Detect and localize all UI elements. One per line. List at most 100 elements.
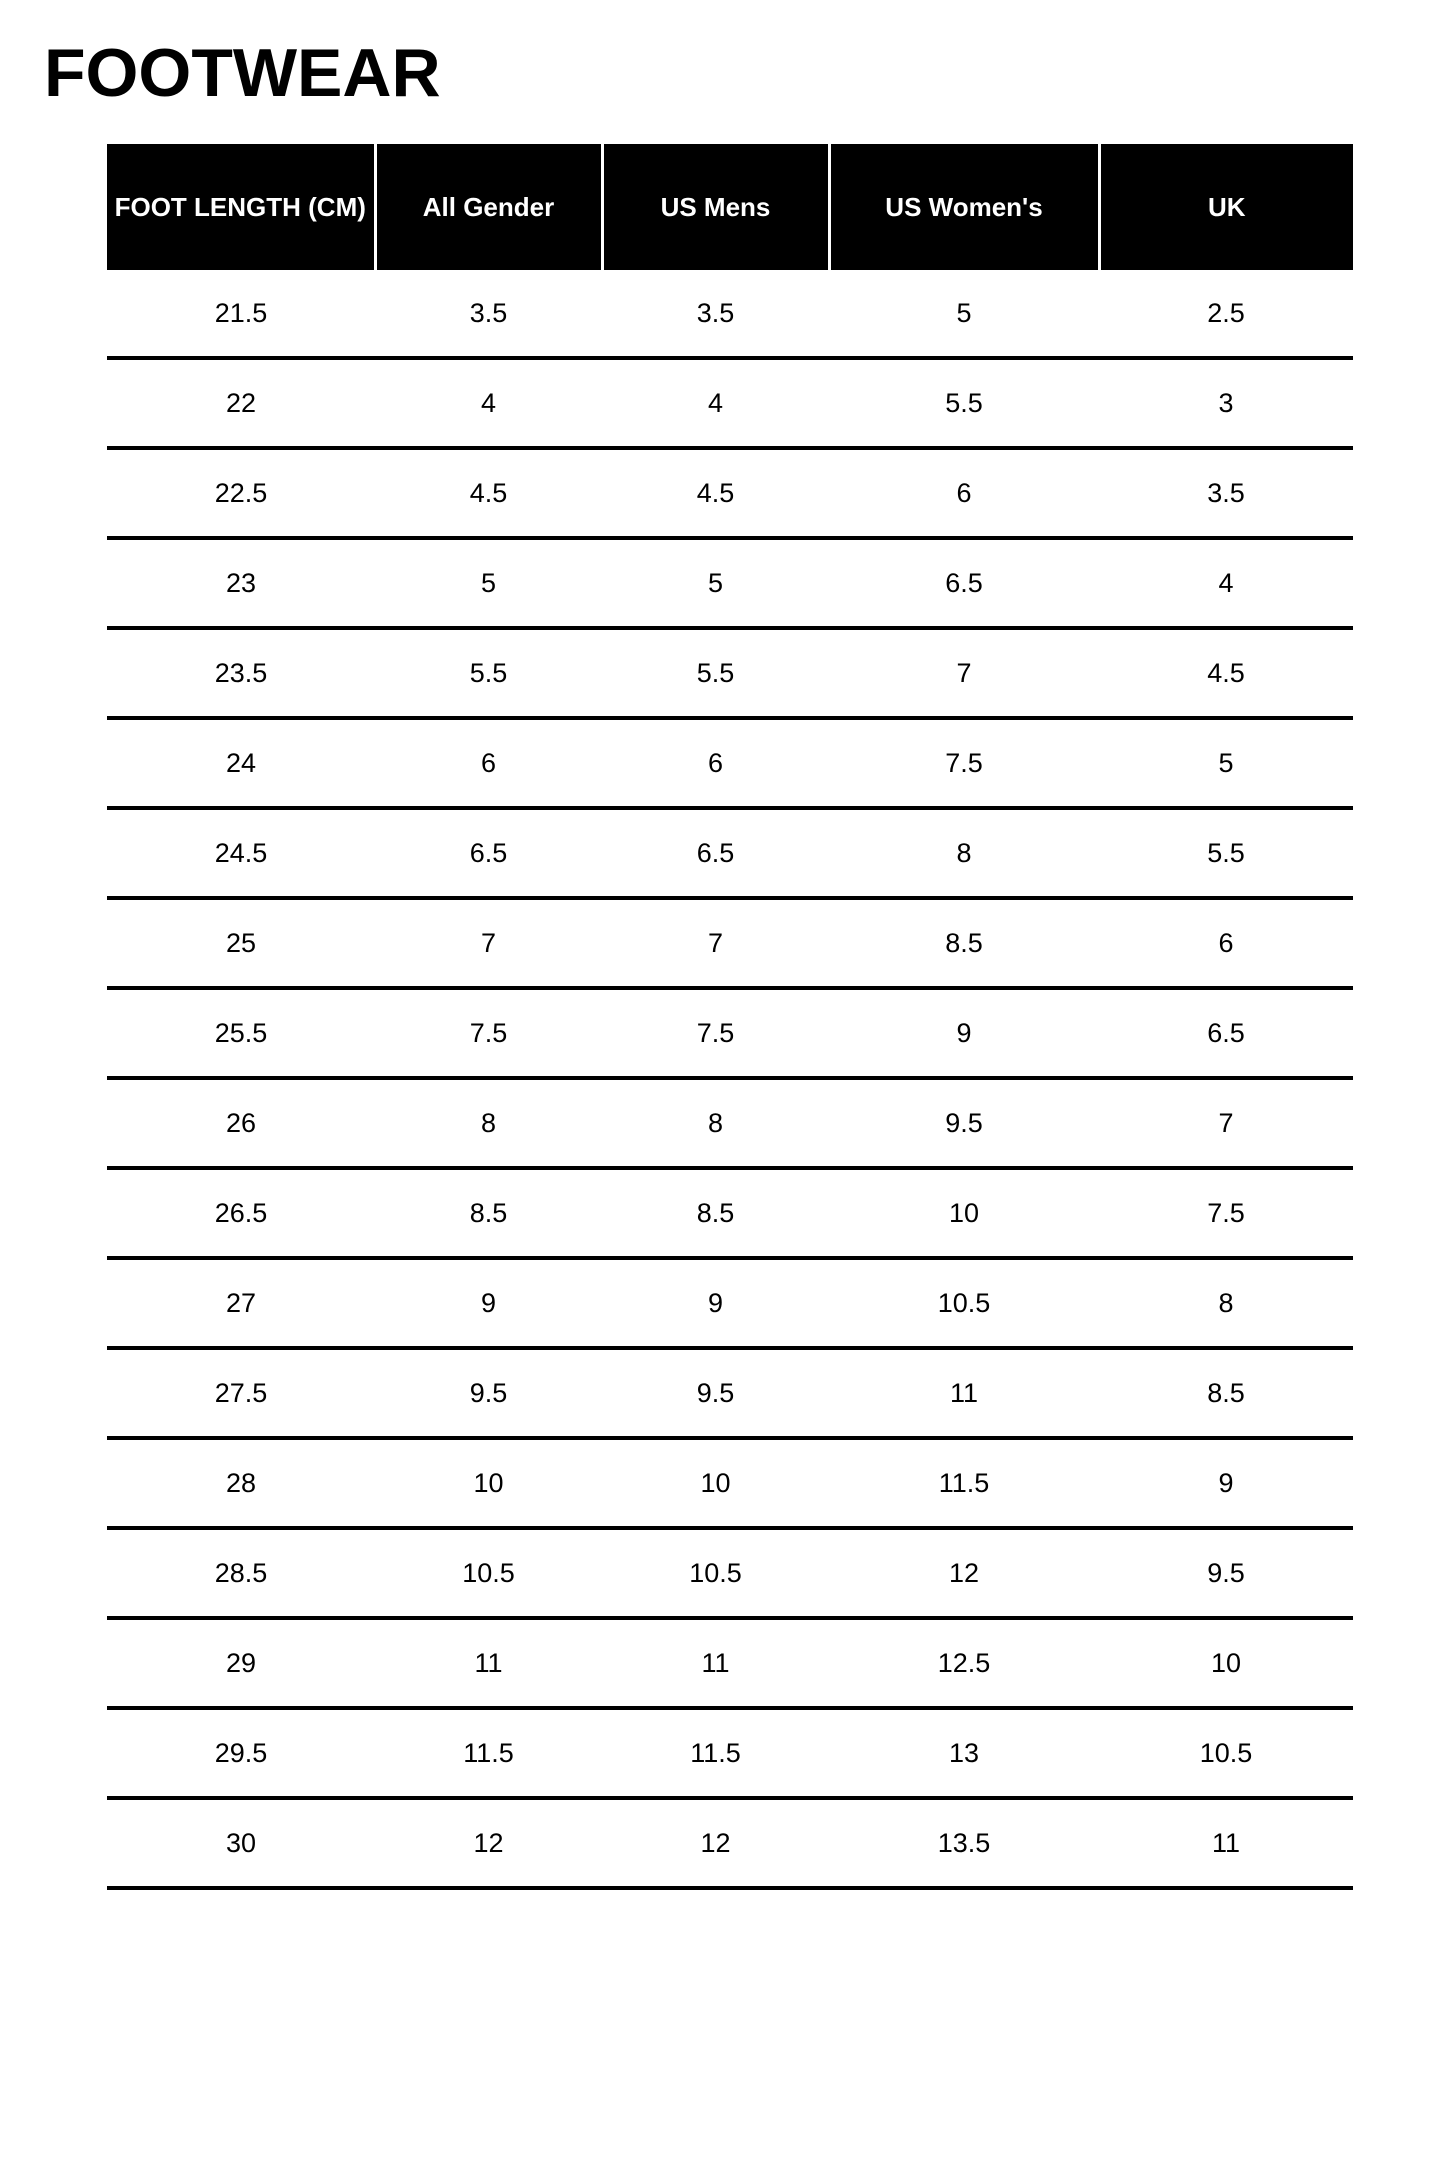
cell-all-gender: 7.5 [375, 988, 602, 1080]
cell-all-gender: 6.5 [375, 808, 602, 900]
table-row: 29 11 11 12.5 10 [107, 1618, 1353, 1710]
cell-uk: 9.5 [1099, 1528, 1353, 1620]
cell-uk: 3 [1099, 358, 1353, 450]
cell-foot-length: 24 [107, 718, 375, 810]
cell-uk: 10 [1099, 1618, 1353, 1710]
size-chart-table: FOOT LENGTH (CM) All Gender US Mens US W… [107, 144, 1353, 1890]
table-row: 25 7 7 8.5 6 [107, 898, 1353, 990]
cell-foot-length: 23.5 [107, 628, 375, 720]
table-row: 28 10 10 11.5 9 [107, 1438, 1353, 1530]
cell-all-gender: 4.5 [375, 448, 602, 540]
header-all-gender: All Gender [373, 144, 602, 270]
cell-uk: 9 [1099, 1438, 1353, 1530]
cell-us-womens: 13 [829, 1708, 1099, 1800]
cell-foot-length: 22 [107, 358, 375, 450]
cell-uk: 2.5 [1099, 270, 1353, 360]
cell-all-gender: 4 [375, 358, 602, 450]
cell-us-womens: 13.5 [829, 1798, 1099, 1890]
cell-all-gender: 5.5 [375, 628, 602, 720]
cell-us-mens: 11.5 [602, 1708, 829, 1800]
cell-us-mens: 5 [602, 538, 829, 630]
cell-foot-length: 22.5 [107, 448, 375, 540]
cell-foot-length: 26.5 [107, 1168, 375, 1260]
table-row: 27.5 9.5 9.5 11 8.5 [107, 1348, 1353, 1440]
cell-us-womens: 8.5 [829, 898, 1099, 990]
cell-all-gender: 11.5 [375, 1708, 602, 1800]
cell-us-mens: 4 [602, 358, 829, 450]
cell-us-womens: 5.5 [829, 358, 1099, 450]
cell-foot-length: 23 [107, 538, 375, 630]
table-row: 23.5 5.5 5.5 7 4.5 [107, 628, 1353, 720]
table-row: 29.5 11.5 11.5 13 10.5 [107, 1708, 1353, 1800]
cell-all-gender: 10 [375, 1438, 602, 1530]
header-uk: UK [1097, 144, 1353, 270]
cell-us-womens: 10 [829, 1168, 1099, 1260]
cell-foot-length: 25 [107, 898, 375, 990]
cell-us-mens: 6.5 [602, 808, 829, 900]
page-title: FOOTWEAR [44, 35, 441, 111]
cell-uk: 7.5 [1099, 1168, 1353, 1260]
cell-foot-length: 30 [107, 1798, 375, 1890]
cell-us-womens: 9 [829, 988, 1099, 1080]
table-row: 26 8 8 9.5 7 [107, 1078, 1353, 1170]
cell-uk: 6.5 [1099, 988, 1353, 1080]
cell-us-mens: 12 [602, 1798, 829, 1890]
cell-uk: 7 [1099, 1078, 1353, 1170]
cell-uk: 8 [1099, 1258, 1353, 1350]
cell-foot-length: 29.5 [107, 1708, 375, 1800]
cell-us-womens: 7.5 [829, 718, 1099, 810]
table-row: 24.5 6.5 6.5 8 5.5 [107, 808, 1353, 900]
cell-us-womens: 12.5 [829, 1618, 1099, 1710]
cell-uk: 5.5 [1099, 808, 1353, 900]
cell-all-gender: 9 [375, 1258, 602, 1350]
cell-us-womens: 10.5 [829, 1258, 1099, 1350]
cell-us-womens: 5 [829, 270, 1099, 360]
cell-us-mens: 7 [602, 898, 829, 990]
cell-us-mens: 9 [602, 1258, 829, 1350]
cell-foot-length: 29 [107, 1618, 375, 1710]
cell-us-mens: 9.5 [602, 1348, 829, 1440]
table-row: 25.5 7.5 7.5 9 6.5 [107, 988, 1353, 1080]
cell-us-mens: 10.5 [602, 1528, 829, 1620]
cell-us-mens: 5.5 [602, 628, 829, 720]
table-row: 22 4 4 5.5 3 [107, 358, 1353, 450]
cell-all-gender: 12 [375, 1798, 602, 1890]
header-us-womens: US Women's [827, 144, 1099, 270]
table-row: 26.5 8.5 8.5 10 7.5 [107, 1168, 1353, 1260]
cell-uk: 10.5 [1099, 1708, 1353, 1800]
cell-foot-length: 27 [107, 1258, 375, 1350]
cell-all-gender: 7 [375, 898, 602, 990]
table-row: 21.5 3.5 3.5 5 2.5 [107, 270, 1353, 360]
cell-foot-length: 25.5 [107, 988, 375, 1080]
cell-us-mens: 7.5 [602, 988, 829, 1080]
table-row: 28.5 10.5 10.5 12 9.5 [107, 1528, 1353, 1620]
table-row: 27 9 9 10.5 8 [107, 1258, 1353, 1350]
header-foot-length: FOOT LENGTH (CM) [107, 144, 375, 270]
cell-all-gender: 3.5 [375, 270, 602, 360]
cell-foot-length: 26 [107, 1078, 375, 1170]
cell-us-mens: 3.5 [602, 270, 829, 360]
cell-uk: 3.5 [1099, 448, 1353, 540]
cell-all-gender: 9.5 [375, 1348, 602, 1440]
cell-us-womens: 9.5 [829, 1078, 1099, 1170]
cell-foot-length: 24.5 [107, 808, 375, 900]
cell-foot-length: 27.5 [107, 1348, 375, 1440]
cell-us-mens: 10 [602, 1438, 829, 1530]
cell-uk: 8.5 [1099, 1348, 1353, 1440]
cell-uk: 4 [1099, 538, 1353, 630]
cell-all-gender: 5 [375, 538, 602, 630]
cell-us-mens: 8 [602, 1078, 829, 1170]
cell-us-mens: 8.5 [602, 1168, 829, 1260]
cell-uk: 11 [1099, 1798, 1353, 1890]
table-row: 30 12 12 13.5 11 [107, 1798, 1353, 1890]
cell-us-womens: 11 [829, 1348, 1099, 1440]
header-us-mens: US Mens [600, 144, 829, 270]
header-row: FOOT LENGTH (CM) All Gender US Mens US W… [107, 144, 1353, 270]
cell-us-mens: 4.5 [602, 448, 829, 540]
cell-us-womens: 6 [829, 448, 1099, 540]
cell-us-womens: 6.5 [829, 538, 1099, 630]
table-row: 23 5 5 6.5 4 [107, 538, 1353, 630]
table-row: 24 6 6 7.5 5 [107, 718, 1353, 810]
cell-us-mens: 6 [602, 718, 829, 810]
cell-uk: 6 [1099, 898, 1353, 990]
